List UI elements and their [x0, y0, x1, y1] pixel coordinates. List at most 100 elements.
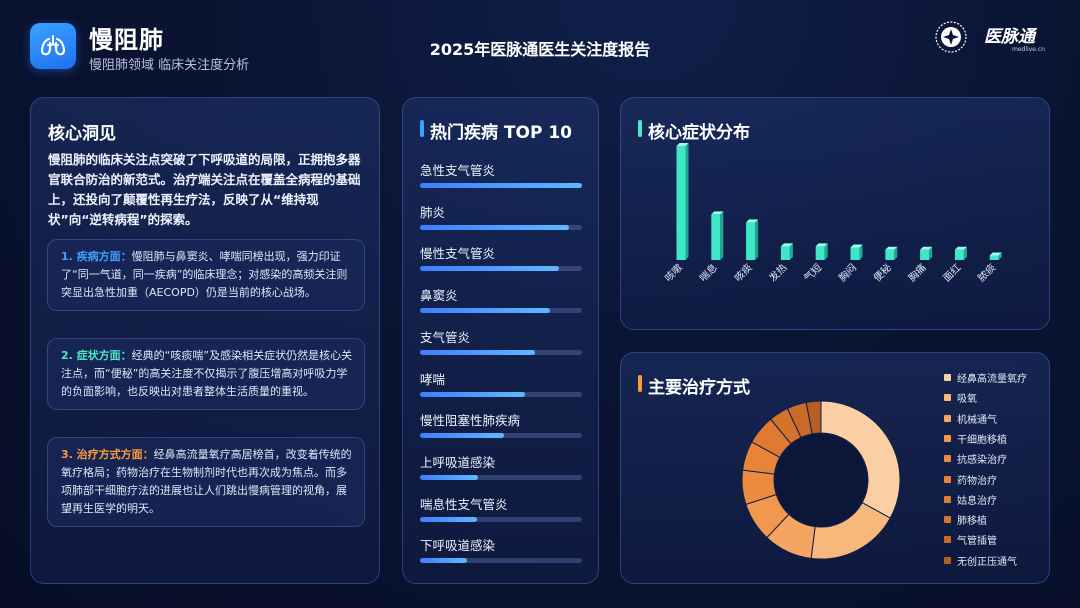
symptom-bar [954, 246, 967, 260]
disease-label: 慢性支气管炎 [420, 246, 496, 262]
legend-label: 经鼻高流量氧疗 [957, 374, 1027, 385]
emblem-icon [935, 21, 967, 53]
symptom-bar [746, 219, 759, 260]
legend-item: 吸氧 [944, 390, 1044, 406]
page-subtitle: 慢阻肺领域 临床关注度分析 [89, 58, 250, 73]
insight-card-symptom: 2. 症状方面：经典的“咳痰喘”及感染相关症状仍然是核心关注点，而“便秘”的高关… [47, 338, 365, 410]
disease-label: 慢性阻塞性肺疾病 [420, 413, 521, 429]
page-title: 慢阻肺 [89, 26, 164, 54]
disease-bar-item: 喘息性支气管炎 [420, 494, 582, 522]
top10-title: 热门疾病 TOP 10 [430, 123, 573, 143]
disease-label: 上呼吸道感染 [420, 454, 496, 470]
legend-swatch [944, 475, 951, 483]
disease-bar-track [420, 558, 582, 564]
symptom-bar [850, 244, 863, 260]
disease-bar-item: 急性支气管炎 [420, 160, 582, 188]
symptom-panel: 核心症状分布 咳嗽 喘息 咳痰 发热 气短 胸闷 便秘 胸痛 面红 脓痰 [620, 97, 1050, 330]
legend-swatch [944, 556, 951, 564]
disease-bar [420, 516, 477, 522]
disease-label: 肺炎 [420, 204, 446, 220]
symptom-tick-label: 咳嗽 [662, 261, 685, 284]
legend-swatch [944, 374, 951, 381]
disease-bar-track [420, 474, 582, 480]
legend-item: 干细胞移植 [944, 431, 1044, 447]
disease-bar-item: 肺炎 [420, 202, 582, 230]
disease-bar [420, 474, 479, 480]
disease-bar [420, 224, 570, 230]
symptom-tick-label: 喘息 [697, 261, 720, 284]
treatment-panel: 主要治疗方式 [620, 352, 1050, 584]
insight-panel: 核心洞见 慢阻肺的临床关注点突破了下呼吸道的局限，正拥抱多器官联合防治的新范式。… [30, 97, 380, 584]
legend-item: 经鼻高流量氧疗 [944, 370, 1044, 386]
disease-bar [420, 433, 505, 439]
card-body: 慢阻肺与鼻窦炎、哮喘同榜出现，强力印证了“同一气道，同一疾病”的临床理念；对感染… [61, 250, 348, 299]
legend-swatch [944, 394, 951, 402]
symptom-tick-label: 发热 [766, 261, 789, 284]
symptom-tick-label: 胸痛 [905, 261, 928, 284]
legend-label: 气管插管 [957, 536, 997, 548]
title-accent-bar [420, 120, 424, 137]
disease-bar-item: 支气管炎 [420, 327, 582, 355]
legend-label: 肺移植 [957, 516, 987, 528]
disease-bar [420, 308, 550, 314]
legend-label: 无创正压通气 [957, 556, 1017, 568]
symptom-bar [920, 246, 933, 260]
symptom-bar [885, 246, 898, 260]
legend-swatch [944, 434, 951, 442]
insight-card-treatment: 3. 治疗方式方面：经鼻高流量氧疗高居榜首，改变着传统的氧疗格局；药物治疗在生物… [47, 437, 365, 527]
disease-bar [420, 266, 560, 272]
title-accent-bar [638, 375, 642, 392]
legend-item: 机械通气 [944, 411, 1044, 427]
insight-title: 核心洞见 [48, 124, 116, 144]
legend-label: 姑息治疗 [957, 495, 997, 507]
disease-label: 鼻窦炎 [420, 288, 458, 304]
legend-label: 抗感染治疗 [957, 455, 1007, 467]
symptom-tick-label: 胸闷 [836, 261, 859, 284]
symptom-tick-label: 面红 [940, 261, 963, 284]
symptom-chart: 咳嗽 喘息 咳痰 发热 气短 胸闷 便秘 胸痛 面红 脓痰 [662, 143, 1002, 284]
legend-label: 吸氧 [957, 394, 977, 406]
brand-logo-text: 医脉通 [984, 27, 1035, 47]
disease-bar [420, 349, 536, 355]
disease-bar-item: 哮喘 [420, 369, 582, 397]
brand-url: medlive.cn [1012, 46, 1045, 53]
app-icon [30, 23, 76, 69]
disease-label: 急性支气管炎 [420, 163, 496, 178]
disease-bar-item: 慢性阻塞性肺疾病 [420, 410, 582, 439]
title-accent-bar [638, 120, 642, 137]
legend-item: 抗感染治疗 [944, 451, 1044, 467]
legend-item: 无创正压通气 [944, 553, 1044, 569]
legend-item: 姑息治疗 [944, 492, 1044, 508]
disease-bar [420, 183, 582, 188]
card-body: 经典的“咳痰喘”及感染相关症状仍然是核心关注点，而“便秘”的高关注度不仅揭示了腹… [61, 349, 353, 398]
top10-panel: 热门疾病 TOP 10 急性支气管炎 肺炎慢性支气管炎 鼻窦炎支气管炎哮喘慢性阻塞性… [402, 97, 599, 584]
disease-label: 下呼吸道感染 [420, 538, 496, 554]
legend-label: 药物治疗 [957, 475, 997, 487]
legend-swatch [944, 495, 951, 503]
disease-bar [420, 391, 526, 397]
disease-bar-item: 上呼吸道感染 [420, 452, 582, 480]
insight-card-disease: 1. 疾病方面：慢阻肺与鼻窦炎、哮喘同榜出现，强力印证了“同一气道，同一疾病”的… [47, 239, 365, 311]
legend-label: 机械通气 [957, 414, 997, 426]
disease-bar-item: 鼻窦炎 [420, 285, 582, 314]
card-body: 经鼻高流量氧疗高居榜首，改变着传统的氧疗格局；药物治疗在生物制剂时代也再次成为焦… [61, 448, 352, 515]
insight-summary: 慢阻肺的临床关注点突破了下呼吸道的局限，正拥抱多器官联合防治的新范式。治疗端关注… [48, 152, 361, 227]
card-heading: 1. 疾病方面： [61, 250, 132, 263]
disease-bar-track [420, 516, 582, 522]
legend-swatch [944, 516, 951, 524]
treatment-title: 主要治疗方式 [648, 378, 750, 398]
disease-bar-item: 下呼吸道感染 [420, 535, 582, 564]
disease-label: 支气管炎 [420, 329, 471, 345]
symptom-title: 核心症状分布 [648, 123, 750, 143]
symptom-bar [815, 243, 828, 260]
legend-item: 药物治疗 [944, 472, 1044, 488]
disease-bar [420, 558, 467, 564]
symptom-bar [780, 243, 793, 260]
symptom-bar [989, 252, 1002, 260]
symptom-bar [676, 143, 689, 260]
symptom-tick-label: 便秘 [871, 261, 894, 284]
legend-swatch [944, 414, 951, 422]
symptom-bar [711, 211, 724, 260]
legend-label: 干细胞移植 [957, 434, 1007, 446]
disease-label: 哮喘 [420, 371, 446, 387]
